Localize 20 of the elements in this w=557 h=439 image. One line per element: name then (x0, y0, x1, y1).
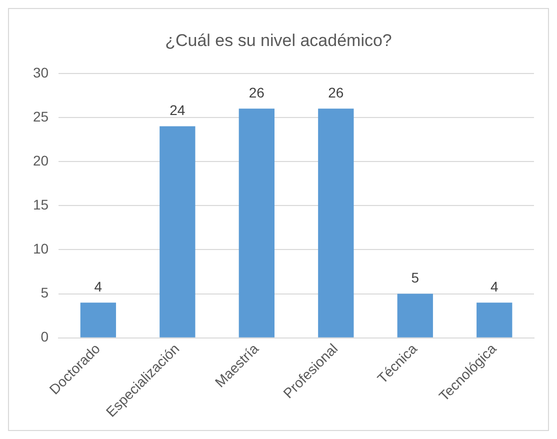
data-label: 24 (170, 102, 186, 118)
chart-title: ¿Cuál es su nivel académico? (165, 30, 392, 50)
bar (318, 108, 354, 338)
data-label: 4 (94, 278, 102, 294)
bar (160, 126, 196, 338)
y-tick-label: 10 (32, 240, 49, 257)
data-label: 4 (490, 278, 498, 294)
data-label: 5 (411, 270, 420, 286)
y-tick-label: 15 (32, 196, 49, 213)
data-label: 26 (328, 84, 344, 101)
y-tick-label: 25 (32, 108, 49, 124)
bar (476, 302, 512, 338)
y-tick-label: 20 (32, 152, 49, 168)
bar (397, 294, 433, 338)
bar (238, 108, 274, 338)
y-tick-label: 30 (32, 64, 49, 80)
y-tick-label: 0 (40, 328, 49, 345)
y-tick-label: 5 (40, 284, 49, 301)
data-label: 26 (248, 84, 265, 101)
bar (80, 302, 116, 338)
